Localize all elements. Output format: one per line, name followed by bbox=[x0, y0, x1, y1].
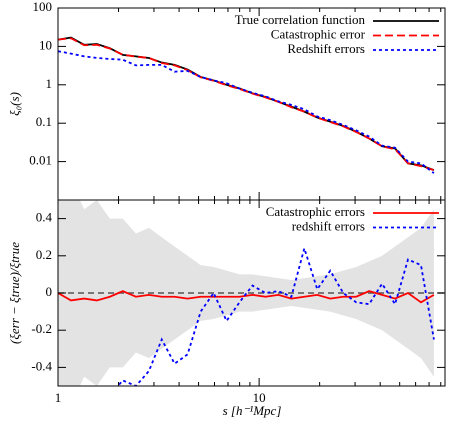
y-tick-label: 1 bbox=[46, 76, 53, 91]
series-line bbox=[58, 36, 435, 171]
y-tick-label: -0.4 bbox=[31, 358, 52, 373]
plot-area bbox=[58, 200, 445, 386]
x-axis-label: s [h⁻¹Mpc] bbox=[223, 403, 282, 418]
y-tick-label: 0.01 bbox=[29, 153, 52, 168]
y-tick-label: 0.1 bbox=[36, 114, 52, 129]
series-line bbox=[58, 37, 435, 171]
plot-frame bbox=[57, 7, 446, 201]
y-tick-label: 0.2 bbox=[36, 247, 52, 262]
plot-frame bbox=[57, 199, 446, 387]
plot-area bbox=[58, 36, 435, 174]
y-tick-label: 100 bbox=[33, 0, 53, 14]
y-tick-label: -0.2 bbox=[31, 321, 52, 336]
series-line bbox=[116, 245, 435, 386]
y-axis-label: ξ₀(s) bbox=[7, 92, 22, 116]
error-band bbox=[58, 200, 434, 386]
legend-label: True correlation function bbox=[235, 12, 366, 27]
y-axis-label: (ξerr − ξtrue)/ξtrue bbox=[7, 242, 22, 344]
legend-label: Catastrophic errors bbox=[266, 204, 365, 219]
y-tick-label: 0.4 bbox=[36, 210, 53, 225]
x-tick-label: 1 bbox=[55, 390, 62, 405]
legend-label: Redshift errors bbox=[287, 41, 365, 56]
legend-label: Catastrophic error bbox=[271, 26, 366, 41]
x-tick-label: 10 bbox=[253, 390, 266, 405]
y-tick-label: 0 bbox=[46, 284, 53, 299]
series-line bbox=[58, 290, 435, 304]
series-line bbox=[58, 50, 435, 174]
legend-label: redshift errors bbox=[292, 218, 365, 233]
y-tick-label: 10 bbox=[39, 37, 52, 52]
